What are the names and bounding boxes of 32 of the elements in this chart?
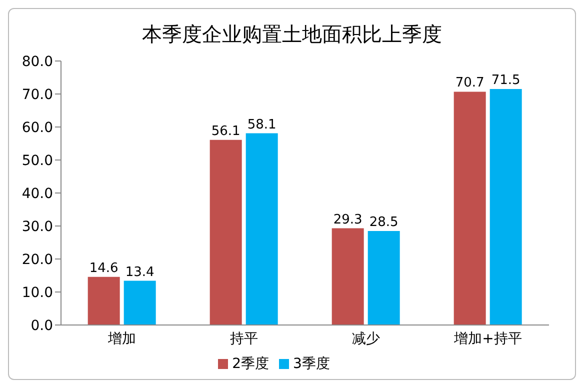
data-label: 56.1 bbox=[211, 124, 240, 139]
y-tick-label: 20.0 bbox=[22, 252, 53, 268]
y-tick-label: 60.0 bbox=[22, 120, 53, 136]
bar bbox=[88, 276, 120, 325]
bar bbox=[454, 92, 486, 325]
bar bbox=[210, 140, 242, 325]
legend-label: 3季度 bbox=[293, 356, 330, 372]
y-tick-label: 50.0 bbox=[22, 152, 53, 169]
bar bbox=[332, 228, 364, 325]
legend-label: 2季度 bbox=[232, 356, 269, 372]
bar bbox=[490, 89, 522, 325]
x-tick-label: 持平 bbox=[230, 330, 258, 347]
y-tick-label: 30.0 bbox=[22, 218, 53, 235]
data-label: 71.5 bbox=[491, 73, 520, 88]
y-tick-label: 40.0 bbox=[22, 186, 53, 202]
data-label: 28.5 bbox=[369, 214, 398, 230]
data-label: 58.1 bbox=[247, 117, 276, 132]
bar bbox=[246, 133, 278, 325]
y-tick-label: 70.0 bbox=[22, 86, 53, 103]
data-label: 13.4 bbox=[125, 264, 154, 280]
chart-title: 本季度企业购置土地面积比上季度 bbox=[141, 21, 443, 48]
y-tick-label: 10.0 bbox=[22, 284, 53, 301]
bar bbox=[368, 230, 400, 325]
data-label: 14.6 bbox=[89, 260, 118, 276]
y-tick-label: 0.0 bbox=[30, 318, 53, 334]
x-tick-label: 减少 bbox=[352, 330, 380, 347]
x-tick-label: 增加 bbox=[107, 330, 136, 347]
x-tick-label: 增加+持平 bbox=[453, 330, 522, 347]
bar bbox=[124, 280, 156, 325]
y-tick-label: 80.0 bbox=[22, 54, 53, 70]
data-label: 70.7 bbox=[455, 76, 484, 91]
data-label: 29.3 bbox=[333, 212, 362, 228]
